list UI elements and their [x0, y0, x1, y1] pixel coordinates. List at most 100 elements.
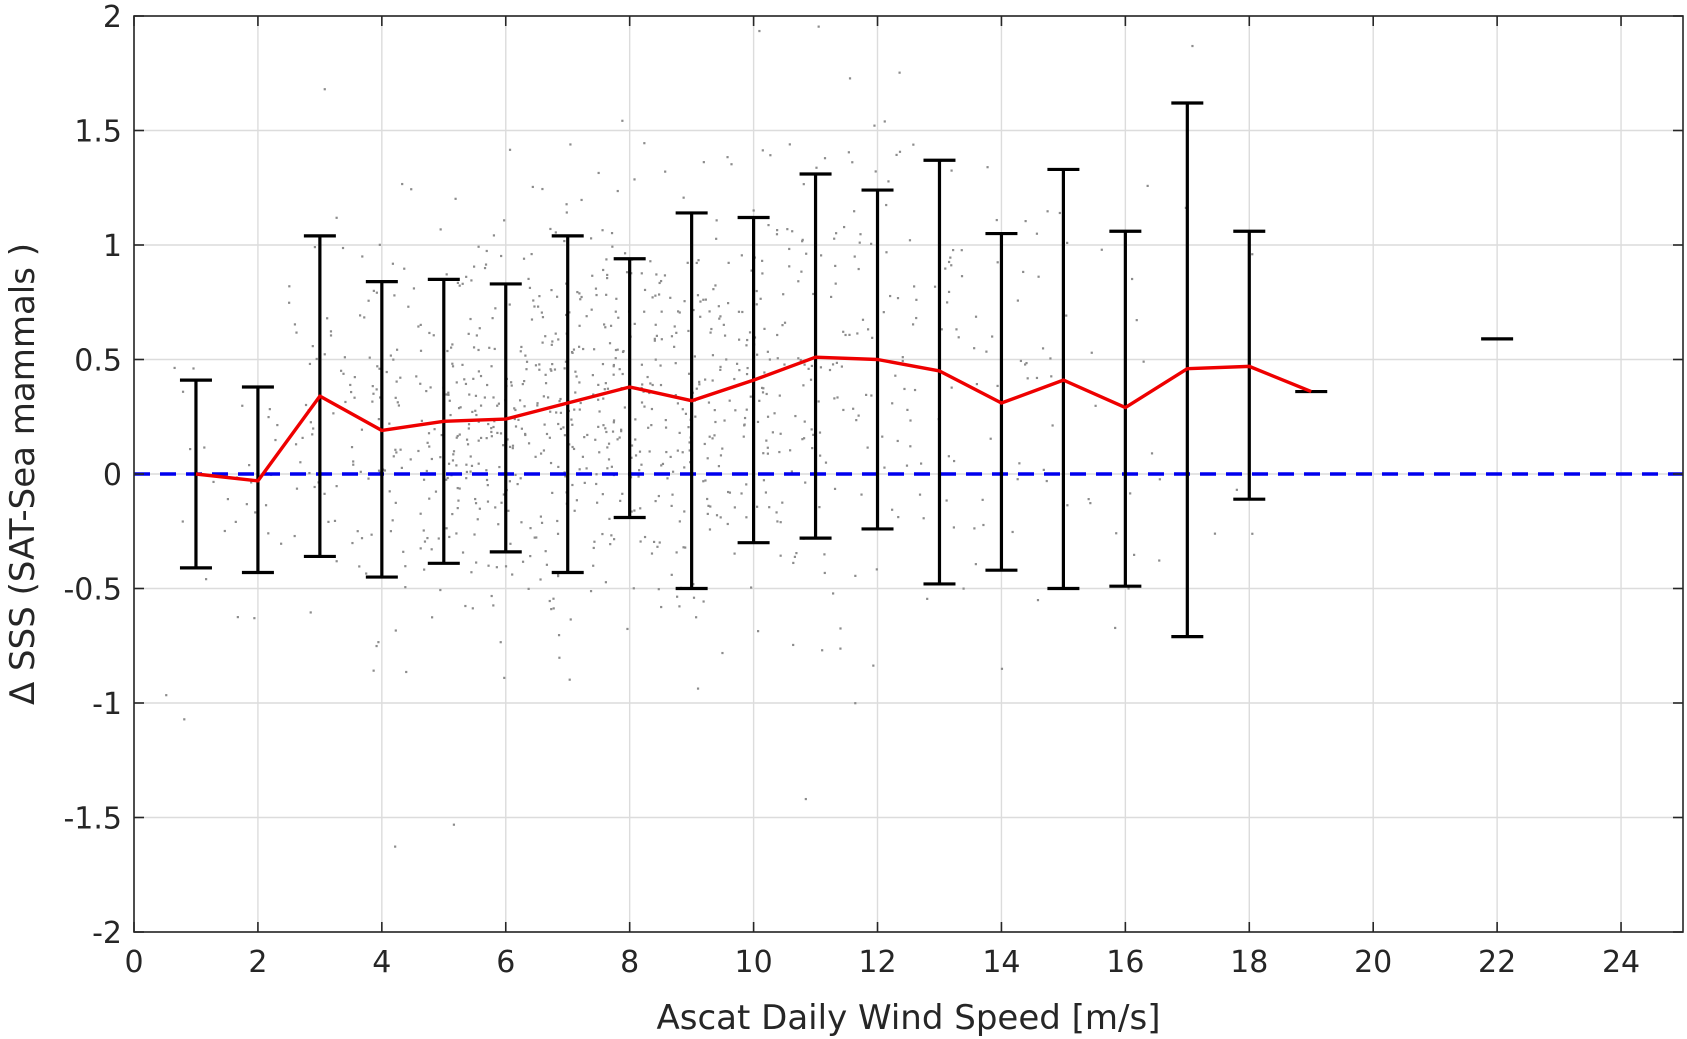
scatter-point [311, 433, 314, 436]
scatter-point [654, 294, 657, 297]
scatter-point [746, 366, 749, 370]
scatter-point [889, 294, 892, 298]
scatter-point [409, 458, 412, 461]
scatter-point [559, 427, 563, 431]
scatter-point [378, 243, 381, 246]
scatter-point [952, 526, 955, 529]
scatter-point [477, 462, 480, 465]
y-tick-label: -2 [92, 916, 122, 951]
scatter-point [698, 383, 701, 386]
scatter-point [445, 393, 448, 396]
scatter-point [706, 497, 709, 501]
scatter-point [483, 266, 487, 270]
scatter-point [643, 405, 646, 408]
scatter-point [420, 419, 423, 422]
scatter-point [578, 408, 581, 411]
scatter-point [542, 449, 546, 452]
scatter-point [485, 469, 488, 472]
scatter-point [817, 400, 820, 403]
scatter-point [508, 148, 512, 151]
y-tick-label: 0.5 [74, 344, 122, 379]
scatter-point [541, 341, 544, 344]
scatter-point [894, 374, 897, 377]
scatter-point [276, 423, 279, 427]
scatter-point [678, 311, 681, 314]
scatter-point [648, 450, 651, 453]
scatter-point [950, 264, 953, 267]
scatter-point [670, 573, 673, 576]
scatter-point [683, 466, 686, 469]
scatter-point [598, 410, 601, 413]
scatter-point [823, 571, 826, 575]
scatter-point [749, 395, 752, 398]
scatter-point [687, 329, 690, 333]
scatter-point [539, 578, 542, 581]
scatter-point [775, 511, 778, 514]
scatter-point [571, 445, 574, 449]
scatter-point [960, 275, 964, 278]
scatter-point [513, 417, 516, 421]
scatter-point [746, 338, 749, 342]
scatter-point [545, 563, 549, 566]
scatter-point [552, 597, 555, 600]
scatter-point [775, 233, 779, 236]
scatter-point [819, 366, 823, 369]
scatter-point [698, 380, 701, 384]
scatter-point [530, 318, 534, 321]
scatter-point [761, 149, 764, 152]
scatter-point [473, 533, 476, 536]
scatter-point [1142, 360, 1145, 363]
scatter-point [639, 540, 642, 543]
scatter-point [859, 233, 862, 236]
scatter-point [741, 310, 744, 314]
scatter-point [1146, 184, 1149, 188]
scatter-point [568, 678, 571, 681]
scatter-point [810, 428, 813, 431]
scatter-point [557, 575, 560, 578]
scatter-point [946, 301, 949, 304]
scatter-point [610, 232, 614, 235]
scatter-point [882, 311, 885, 314]
scatter-point [633, 509, 636, 512]
scatter-point [721, 651, 724, 655]
scatter-point [452, 823, 456, 826]
scatter-point [738, 338, 741, 341]
scatter-point [1045, 479, 1048, 483]
plot-frame [133, 15, 1684, 933]
scatter-point [694, 415, 697, 418]
scatter-point [885, 203, 888, 207]
scatter-point [295, 487, 299, 490]
scatter-point [704, 298, 707, 301]
scatter-point [856, 332, 859, 335]
scatter-point [563, 434, 567, 437]
scatter-point [465, 463, 468, 466]
scatter-point [659, 364, 662, 367]
scatter-point [478, 507, 481, 510]
scatter-point [719, 315, 722, 318]
y-tick-label: 1 [103, 229, 122, 264]
scatter-point [745, 372, 749, 376]
scatter-point [371, 385, 374, 388]
scatter-point [640, 272, 643, 275]
scatter-point [557, 338, 560, 341]
scatter-point [602, 397, 605, 400]
mean-line-group [195, 355, 1312, 483]
scatter-point [394, 448, 397, 451]
scatter-point [763, 327, 766, 330]
scatter-point [848, 333, 851, 336]
scatter-point [541, 187, 544, 191]
scatter-point [492, 396, 495, 399]
scatter-point [615, 297, 618, 300]
scatter-point [458, 433, 461, 436]
scatter-point [726, 522, 729, 526]
scatter-point [323, 353, 326, 356]
scatter-point [522, 257, 526, 260]
scatter-point [404, 565, 407, 568]
scatter-point [549, 410, 552, 413]
scatter-point [326, 317, 329, 320]
scatter-point [494, 506, 497, 509]
scatter-point [555, 295, 559, 298]
scatter-point [766, 452, 769, 455]
scatter-point [557, 465, 560, 469]
